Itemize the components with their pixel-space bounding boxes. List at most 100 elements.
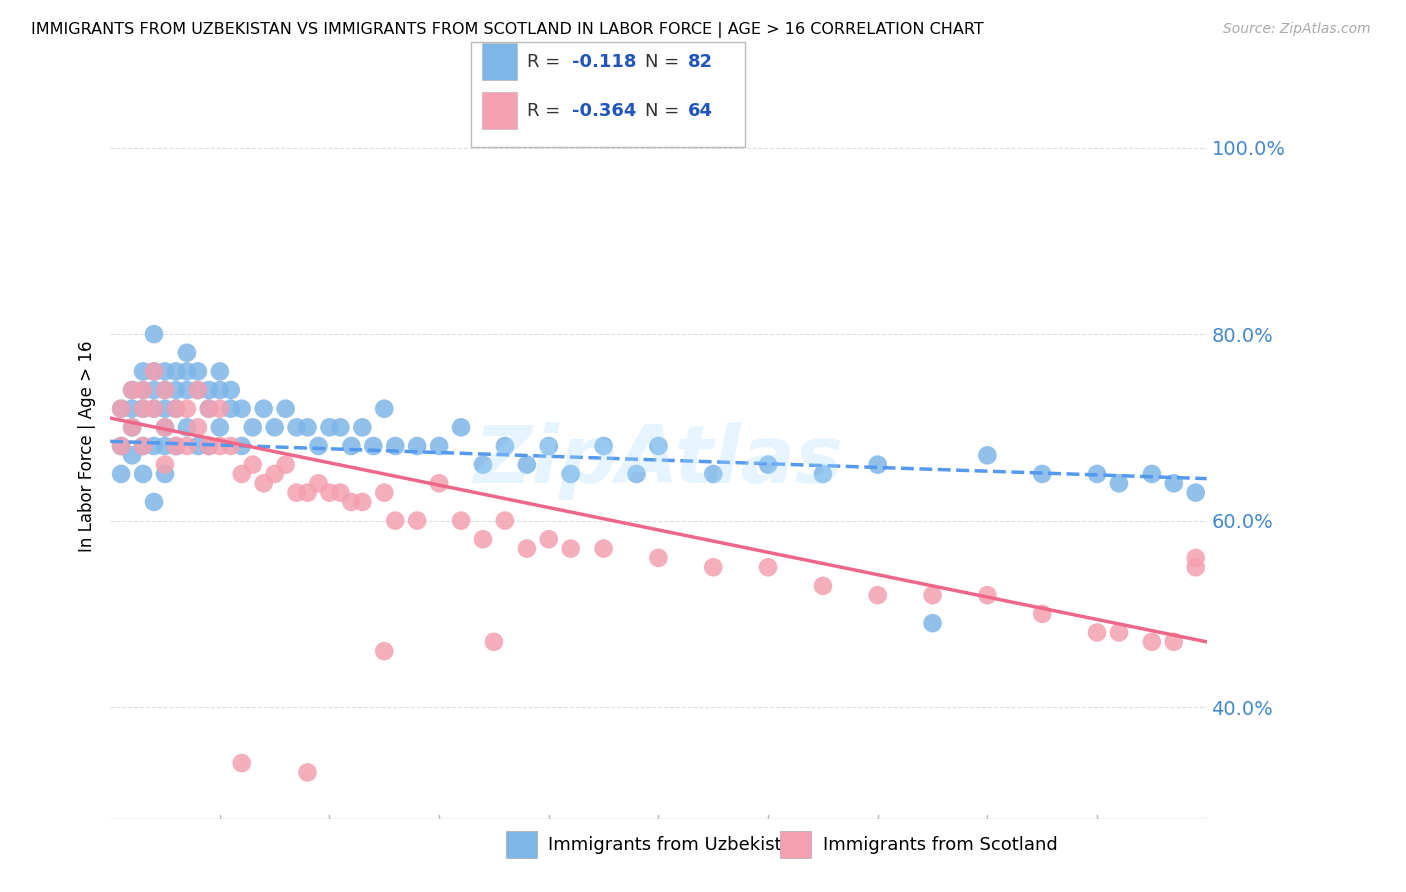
Point: [494, 439, 516, 453]
Point: [121, 420, 143, 434]
Point: [427, 476, 450, 491]
Point: [340, 495, 363, 509]
Point: [198, 439, 221, 453]
Point: [110, 401, 132, 416]
Point: [626, 467, 648, 481]
Point: [231, 439, 253, 453]
Point: [153, 364, 176, 378]
Point: [384, 439, 406, 453]
Point: [132, 364, 155, 378]
Point: [427, 439, 450, 453]
Point: [242, 458, 264, 472]
Point: [231, 467, 253, 481]
Point: [231, 401, 253, 416]
Point: [472, 458, 495, 472]
Point: [647, 550, 669, 565]
Point: [1163, 635, 1185, 649]
Point: [198, 401, 221, 416]
Point: [340, 439, 363, 453]
Point: [592, 541, 614, 556]
Point: [976, 588, 998, 602]
Point: [373, 644, 395, 658]
Point: [516, 541, 538, 556]
Point: [143, 364, 166, 378]
Point: [121, 383, 143, 397]
Point: [153, 383, 176, 397]
Point: [176, 439, 198, 453]
Point: [756, 560, 779, 574]
Text: N =: N =: [645, 53, 685, 70]
Point: [165, 401, 187, 416]
Point: [143, 327, 166, 342]
Point: [263, 420, 285, 434]
Point: [187, 439, 209, 453]
Point: [110, 401, 132, 416]
Text: IMMIGRANTS FROM UZBEKISTAN VS IMMIGRANTS FROM SCOTLAND IN LABOR FORCE | AGE > 16: IMMIGRANTS FROM UZBEKISTAN VS IMMIGRANTS…: [31, 22, 984, 38]
Point: [450, 420, 472, 434]
Point: [308, 476, 330, 491]
Point: [329, 420, 352, 434]
Point: [472, 533, 495, 547]
Text: Immigrants from Scotland: Immigrants from Scotland: [823, 836, 1057, 854]
Point: [219, 383, 242, 397]
Point: [153, 401, 176, 416]
Point: [329, 485, 352, 500]
Point: [208, 401, 231, 416]
Point: [921, 616, 943, 631]
Point: [702, 467, 724, 481]
Point: [165, 383, 187, 397]
Point: [176, 420, 198, 434]
Point: [187, 383, 209, 397]
Point: [165, 364, 187, 378]
Point: [647, 439, 669, 453]
Point: [198, 439, 221, 453]
Point: [482, 635, 505, 649]
Point: [143, 383, 166, 397]
Point: [132, 467, 155, 481]
Point: [132, 383, 155, 397]
Point: [1163, 476, 1185, 491]
Text: R =: R =: [527, 53, 567, 70]
Point: [274, 401, 297, 416]
Point: [494, 514, 516, 528]
Point: [1184, 550, 1206, 565]
Point: [263, 467, 285, 481]
Text: -0.364: -0.364: [572, 102, 637, 120]
Text: ZipAtlas: ZipAtlas: [474, 422, 844, 500]
Point: [187, 420, 209, 434]
Point: [132, 439, 155, 453]
Point: [811, 467, 834, 481]
Point: [253, 476, 276, 491]
Point: [921, 588, 943, 602]
Text: 82: 82: [688, 53, 713, 70]
Point: [153, 420, 176, 434]
Point: [1140, 635, 1163, 649]
Point: [143, 364, 166, 378]
Point: [121, 383, 143, 397]
Point: [516, 458, 538, 472]
Text: Source: ZipAtlas.com: Source: ZipAtlas.com: [1223, 22, 1371, 37]
Point: [110, 439, 132, 453]
Text: N =: N =: [645, 102, 685, 120]
Point: [198, 383, 221, 397]
Point: [285, 485, 308, 500]
Text: -0.118: -0.118: [572, 53, 637, 70]
Text: Immigrants from Uzbekistan: Immigrants from Uzbekistan: [548, 836, 804, 854]
Point: [110, 439, 132, 453]
Point: [165, 439, 187, 453]
Point: [153, 467, 176, 481]
Point: [560, 467, 582, 481]
Point: [1140, 467, 1163, 481]
Point: [406, 439, 429, 453]
Point: [352, 495, 374, 509]
Point: [308, 439, 330, 453]
Point: [219, 401, 242, 416]
Point: [1184, 485, 1206, 500]
Point: [121, 401, 143, 416]
Point: [1031, 607, 1053, 621]
Point: [143, 401, 166, 416]
Point: [153, 439, 176, 453]
Point: [153, 458, 176, 472]
Point: [231, 756, 253, 770]
Y-axis label: In Labor Force | Age > 16: In Labor Force | Age > 16: [79, 340, 96, 552]
